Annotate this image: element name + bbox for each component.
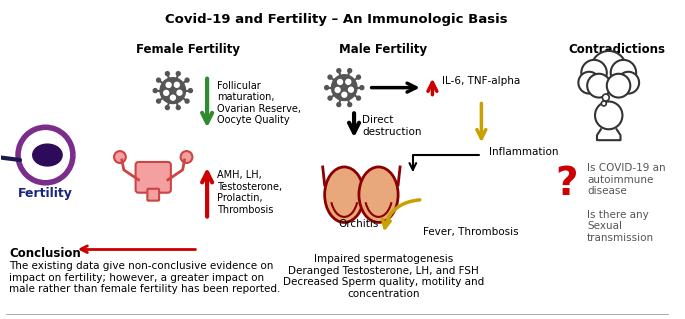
Circle shape	[578, 72, 600, 93]
Text: Inflammation: Inflammation	[489, 147, 559, 157]
Circle shape	[164, 90, 169, 95]
Circle shape	[114, 151, 126, 163]
Text: Direct
destruction: Direct destruction	[362, 115, 421, 137]
Circle shape	[175, 82, 179, 87]
Text: Covid-19 and Fertility – An Immunologic Basis: Covid-19 and Fertility – An Immunologic …	[165, 13, 508, 26]
Ellipse shape	[359, 167, 398, 222]
Circle shape	[357, 75, 360, 79]
Circle shape	[595, 101, 623, 129]
Circle shape	[337, 69, 340, 73]
Circle shape	[349, 87, 353, 92]
Circle shape	[165, 72, 169, 76]
Circle shape	[342, 92, 347, 97]
Text: IL-6, TNF-alpha: IL-6, TNF-alpha	[443, 76, 521, 86]
Circle shape	[181, 151, 192, 163]
Text: Is there any
Sexual
transmission: Is there any Sexual transmission	[587, 210, 654, 243]
Circle shape	[165, 106, 169, 109]
Text: Male Fertility: Male Fertility	[339, 43, 427, 56]
Text: Contradictions: Contradictions	[568, 43, 665, 56]
Circle shape	[188, 89, 192, 93]
Text: Fertility: Fertility	[18, 187, 73, 200]
FancyBboxPatch shape	[147, 189, 159, 201]
Circle shape	[360, 85, 364, 90]
Circle shape	[166, 82, 171, 87]
Text: Conclusion: Conclusion	[9, 247, 81, 260]
Text: Impaired spermatogenesis
Deranged Testosterone, LH, and FSH
Decreased Sperm qual: Impaired spermatogenesis Deranged Testos…	[283, 254, 484, 299]
Circle shape	[338, 79, 342, 85]
Circle shape	[185, 99, 189, 103]
Ellipse shape	[33, 144, 62, 166]
Circle shape	[176, 106, 180, 109]
Circle shape	[357, 96, 360, 100]
Circle shape	[607, 74, 630, 98]
Circle shape	[328, 96, 332, 100]
Circle shape	[346, 79, 351, 84]
Circle shape	[157, 99, 160, 103]
Text: The existing data give non-conclusive evidence on
impact on fertility; however, : The existing data give non-conclusive ev…	[9, 261, 281, 294]
Circle shape	[160, 78, 186, 103]
Circle shape	[618, 72, 639, 93]
Circle shape	[601, 101, 606, 106]
Circle shape	[157, 78, 160, 82]
Circle shape	[176, 72, 180, 76]
Circle shape	[335, 87, 340, 93]
Circle shape	[348, 103, 351, 107]
Text: AMH, LH,
Testosterone,
Prolactin,
Thrombosis: AMH, LH, Testosterone, Prolactin, Thromb…	[217, 170, 282, 215]
Ellipse shape	[325, 167, 364, 222]
Circle shape	[582, 60, 607, 85]
Text: Follicular
maturation,
Ovarian Reserve,
Oocyte Quality: Follicular maturation, Ovarian Reserve, …	[217, 81, 301, 125]
Circle shape	[337, 103, 340, 107]
Circle shape	[171, 95, 175, 100]
Text: Female Fertility: Female Fertility	[136, 43, 240, 56]
FancyBboxPatch shape	[136, 162, 171, 193]
Circle shape	[328, 75, 332, 79]
Circle shape	[177, 90, 182, 95]
Circle shape	[185, 78, 189, 82]
Circle shape	[587, 74, 611, 98]
Text: ?: ?	[556, 165, 578, 203]
Text: Is COVID-19 an
autoimmune
disease: Is COVID-19 an autoimmune disease	[587, 163, 666, 196]
Text: Fever, Thrombosis: Fever, Thrombosis	[423, 227, 519, 237]
Circle shape	[348, 69, 351, 73]
Circle shape	[602, 94, 609, 101]
Circle shape	[591, 51, 626, 87]
Circle shape	[153, 89, 157, 93]
Text: Orchitis: Orchitis	[339, 219, 379, 229]
Circle shape	[611, 60, 636, 85]
Circle shape	[332, 75, 357, 100]
Circle shape	[325, 85, 329, 90]
